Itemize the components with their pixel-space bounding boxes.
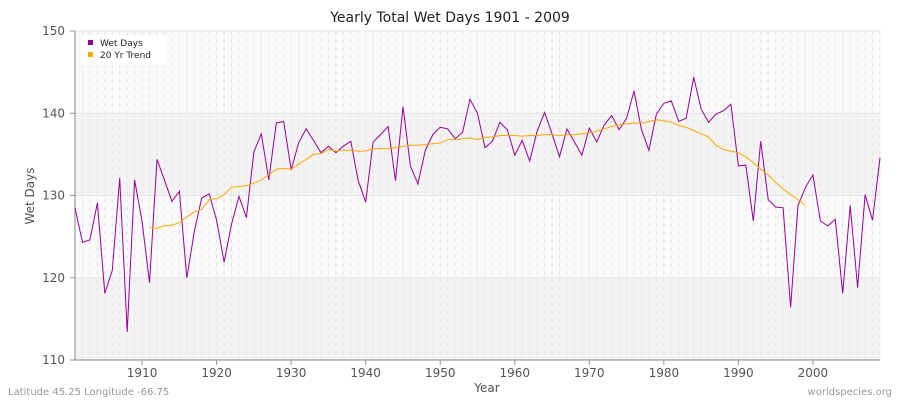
x-tick-label: 1930 bbox=[276, 366, 307, 380]
legend-box bbox=[82, 35, 166, 65]
y-axis-label: Wet Days bbox=[23, 167, 37, 224]
chart-title: Yearly Total Wet Days 1901 - 2009 bbox=[329, 10, 570, 26]
x-tick-label: 1940 bbox=[350, 366, 381, 380]
y-tick-label: 130 bbox=[42, 189, 65, 203]
legend-label-wet-days: Wet Days bbox=[100, 39, 143, 49]
x-tick-label: 1960 bbox=[499, 366, 530, 380]
y-tick-label: 120 bbox=[42, 271, 65, 285]
y-tick-label: 140 bbox=[42, 106, 65, 120]
x-axis-label: Year bbox=[473, 381, 499, 395]
legend-swatch-trend bbox=[88, 52, 93, 57]
x-tick-label: 1920 bbox=[201, 366, 232, 380]
legend-label-trend: 20 Yr Trend bbox=[100, 51, 151, 61]
legend: Wet Days 20 Yr Trend bbox=[82, 35, 166, 65]
legend-swatch-wet-days bbox=[88, 40, 93, 45]
x-tick-label: 1970 bbox=[574, 366, 605, 380]
x-tick-label: 1980 bbox=[649, 366, 680, 380]
y-tick-label: 150 bbox=[42, 24, 65, 38]
footer-source: worldspecies.org bbox=[808, 387, 892, 398]
wet-days-line bbox=[74, 76, 881, 333]
y-tick-label: 110 bbox=[42, 353, 65, 367]
trend-line bbox=[149, 119, 806, 229]
x-tick-label: 1990 bbox=[723, 366, 754, 380]
footer-location: Latitude 45.25 Longitude -66.75 bbox=[8, 387, 169, 398]
x-tick-label: 2000 bbox=[798, 366, 829, 380]
x-tick-label: 1910 bbox=[127, 366, 158, 380]
x-tick-label: 1950 bbox=[425, 366, 456, 380]
